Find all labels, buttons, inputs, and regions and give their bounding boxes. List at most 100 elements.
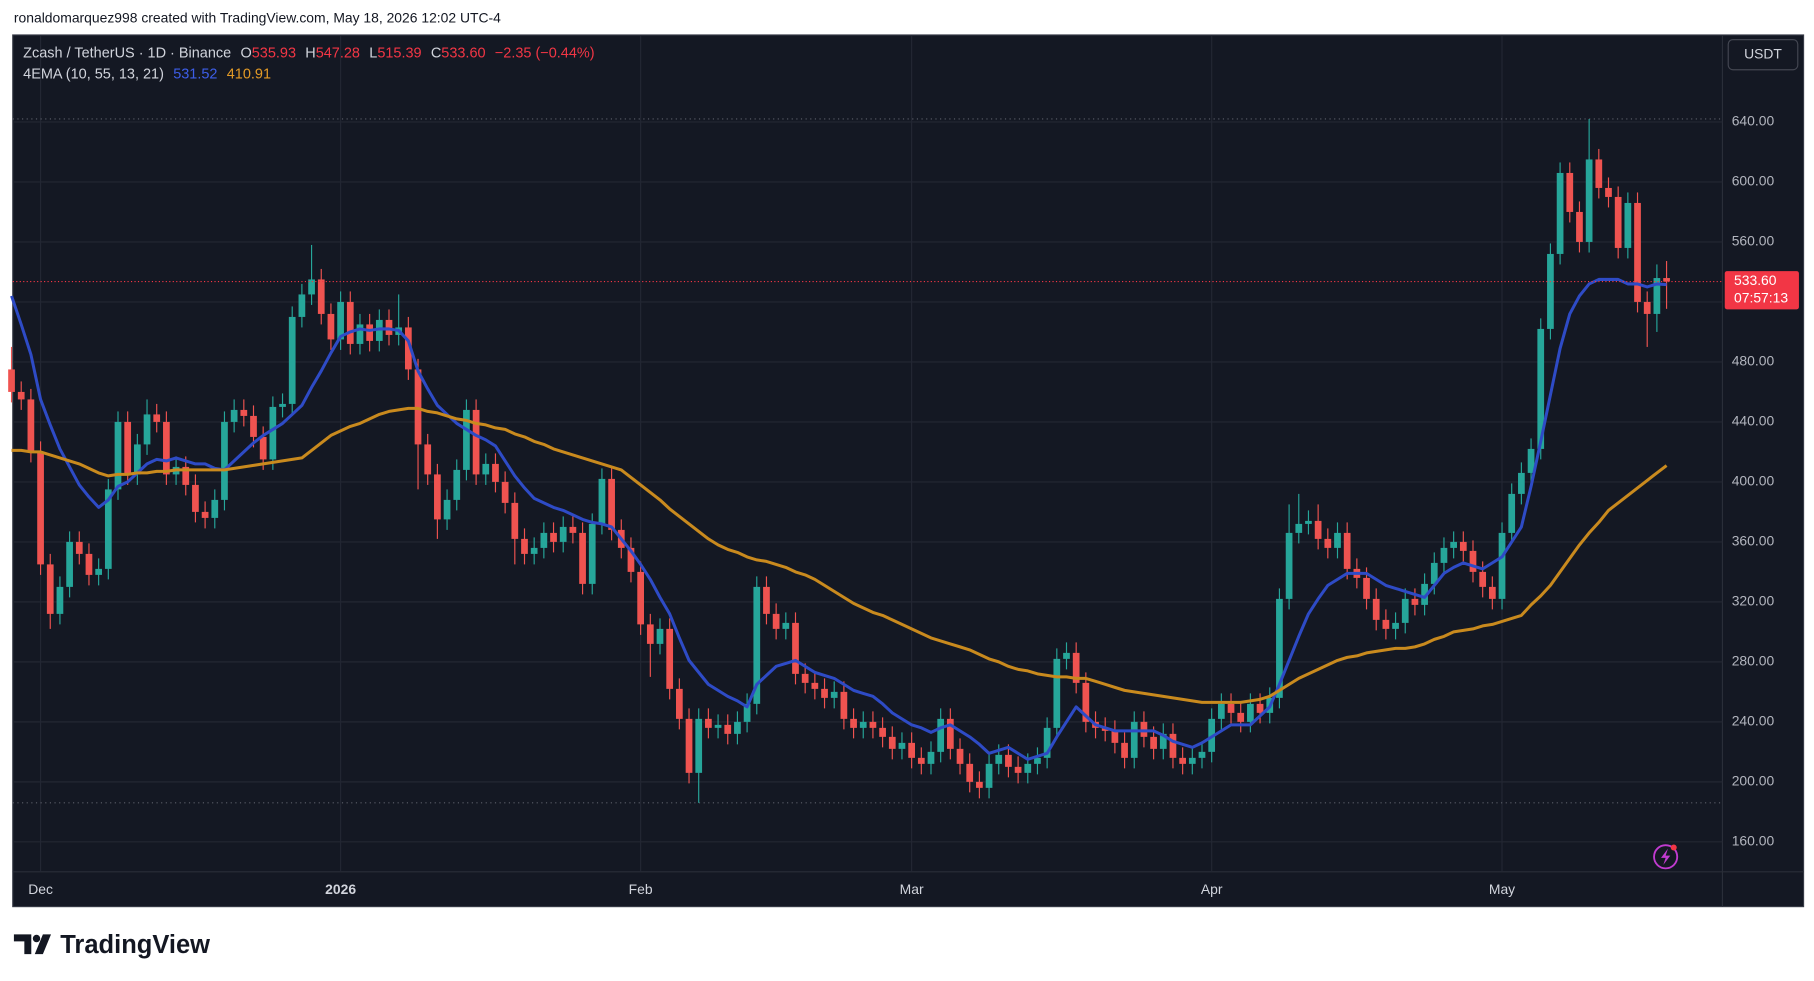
candle-body <box>685 718 693 773</box>
candle-body <box>463 409 470 470</box>
candle-body <box>104 489 112 569</box>
candle-body <box>221 421 228 500</box>
candle-body <box>1653 278 1661 314</box>
candle-body <box>956 748 964 764</box>
candle-body <box>1053 658 1061 728</box>
candle-body <box>1285 532 1293 599</box>
candle-body <box>1237 712 1245 722</box>
x-tick-label: Feb <box>629 881 653 897</box>
y-tick-label: 440.00 <box>1732 413 1775 429</box>
ohlc-value: 535.93 <box>252 45 296 61</box>
candle-body <box>66 541 73 587</box>
candle-body <box>1314 520 1322 539</box>
candle-body <box>46 564 54 614</box>
candle-body <box>327 313 335 340</box>
candle-body <box>1518 472 1525 494</box>
candle-body <box>27 399 35 452</box>
candle-body <box>124 421 132 475</box>
candle-body <box>1227 703 1235 713</box>
alert-icon[interactable] <box>1653 844 1679 870</box>
candle-body <box>627 547 635 572</box>
candle-body <box>1179 757 1186 764</box>
candle-body <box>182 466 190 485</box>
candle-body <box>75 541 83 554</box>
candle-body <box>230 409 238 422</box>
candle-body <box>859 721 867 728</box>
candle-body <box>1556 172 1564 254</box>
candle-body <box>240 409 248 416</box>
candle-body <box>1256 703 1264 713</box>
candle-body <box>1508 493 1516 533</box>
candle-body <box>521 538 528 554</box>
candle-body <box>404 327 412 370</box>
indicator-value: 410.91 <box>227 66 271 82</box>
y-tick-label: 200.00 <box>1732 773 1775 789</box>
candle-body <box>337 301 344 340</box>
candle-body <box>714 724 722 728</box>
ohlc-value: 547.28 <box>316 45 360 61</box>
candle-body <box>1247 703 1254 722</box>
candle-body <box>259 436 267 460</box>
candle-body <box>1537 328 1545 449</box>
candle-body <box>917 757 925 764</box>
candle-body <box>1159 733 1167 749</box>
candle-body <box>1034 757 1041 764</box>
candle-body <box>666 628 674 689</box>
candle-body <box>424 444 432 475</box>
candle-body <box>1082 682 1090 722</box>
candle-body <box>782 622 790 629</box>
candle-body <box>1401 598 1409 623</box>
candle-body <box>211 499 219 518</box>
candle-body <box>579 532 586 584</box>
ema-line <box>10 277 1667 761</box>
candle-body <box>56 586 64 614</box>
candle-body <box>976 781 983 788</box>
candle-body <box>1547 253 1554 329</box>
brand-name: TradingView <box>60 931 210 959</box>
last-price-box <box>1724 271 1799 310</box>
candle-body <box>472 409 480 475</box>
candle-body <box>250 415 257 437</box>
y-tick-label: 640.00 <box>1732 113 1775 129</box>
currency-label[interactable]: USDT <box>1744 45 1782 61</box>
candle-body <box>1063 652 1070 659</box>
candle-body <box>1014 766 1022 773</box>
overlay-layer: 160.00 200.00 240.00 280.00 320.00 360.00 400.… <box>28 113 1799 897</box>
candle-body <box>133 444 141 475</box>
ohlc-value: 515.39 <box>377 45 421 61</box>
ohlc-key: O <box>240 45 251 61</box>
currency-button[interactable] <box>1727 39 1799 71</box>
candle-body <box>1188 757 1196 764</box>
candle-body <box>366 324 374 341</box>
symbol-title: Zcash / TetherUS · 1D · Binance <box>23 45 231 61</box>
candle-body <box>1430 562 1438 584</box>
candle-body <box>1440 547 1448 563</box>
candle-body <box>201 511 209 518</box>
candle-body <box>1469 550 1477 572</box>
indicator-name: 4EMA (10, 55, 13, 21) <box>23 66 164 82</box>
candle-body <box>453 469 461 500</box>
candle-body <box>317 279 325 314</box>
candle-body <box>482 463 490 475</box>
candle-body <box>734 721 741 734</box>
candle-body <box>608 478 615 530</box>
candle-body <box>869 721 877 728</box>
candle-body <box>830 691 838 698</box>
candle-body <box>1498 532 1506 599</box>
ema-line <box>11 406 1668 704</box>
candle-body <box>511 502 519 539</box>
candle-body <box>1334 532 1341 548</box>
candle-body <box>269 406 277 460</box>
candle-body <box>675 688 683 719</box>
candle-body <box>646 624 654 644</box>
y-tick-label: 360.00 <box>1732 533 1775 549</box>
candle-body <box>946 718 954 749</box>
x-tick-label: Apr <box>1201 881 1223 897</box>
candle-body <box>743 703 751 722</box>
candle-body <box>966 763 974 782</box>
candle-body <box>346 301 354 344</box>
candle-body <box>840 691 848 719</box>
candle-body <box>850 718 857 728</box>
candle-body <box>888 736 896 749</box>
